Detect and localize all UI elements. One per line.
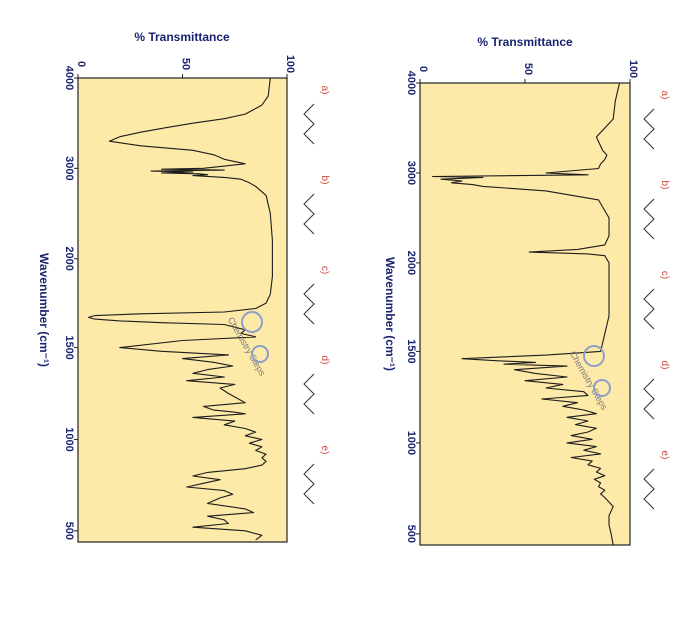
structure-sketch-icon — [303, 283, 315, 325]
watermark-logo-icon — [583, 345, 605, 367]
watermark-logo-icon — [241, 311, 263, 333]
x-tick-label: 4000 — [405, 71, 417, 95]
structure-sketch-icon — [643, 378, 655, 420]
structure-sketch-icon — [643, 468, 655, 510]
structure-sketch-icon — [643, 108, 655, 150]
answer-option-label[interactable]: c) — [659, 271, 670, 279]
structure-sketch-icon — [303, 103, 315, 145]
spectrum-line — [432, 82, 621, 546]
y-tick-label: 0 — [75, 61, 87, 67]
x-tick-label: 3000 — [405, 161, 417, 185]
plot-area — [77, 77, 288, 543]
y-axis-label: % Transmittance — [134, 30, 230, 44]
answer-option-label[interactable]: d) — [659, 361, 670, 370]
y-tick-label: 0 — [417, 66, 429, 72]
y-tick-label: 50 — [180, 58, 192, 70]
spectrum-line — [87, 77, 273, 541]
watermark-logo-icon — [251, 345, 269, 363]
x-tick-label: 1000 — [405, 431, 417, 455]
x-tick-label: 2000 — [405, 251, 417, 275]
x-tick-label: 4000 — [63, 66, 75, 90]
answer-option-label[interactable]: a) — [319, 86, 330, 95]
ir-chart-1: % Transmittance 0 50 100 4000 3000 2000 1500 100… — [383, 35, 670, 546]
x-axis-label: Wavenumber (cm⁻¹) — [383, 257, 397, 371]
y-tick-label: 50 — [522, 63, 534, 75]
x-tick-label: 1000 — [63, 427, 75, 451]
structure-sketch-icon — [303, 193, 315, 235]
x-tick-label: 500 — [405, 525, 417, 543]
answer-option-label[interactable]: d) — [319, 356, 330, 365]
y-tick-label: 100 — [284, 55, 296, 73]
answer-option-label[interactable]: a) — [659, 91, 670, 100]
x-axis-label: Wavenumber (cm⁻¹) — [37, 253, 51, 367]
x-tick-label: 1500 — [405, 339, 417, 363]
plot-area — [419, 82, 631, 546]
structure-sketch-icon — [643, 198, 655, 240]
answer-option-label[interactable]: b) — [659, 181, 670, 190]
ir-chart-2: % Transmittance 0 50 100 4000 3000 2000 1500 100… — [37, 30, 330, 543]
answer-option-label[interactable]: e) — [319, 446, 330, 455]
watermark-logo-icon — [593, 379, 611, 397]
answer-option-label[interactable]: e) — [659, 451, 670, 460]
x-tick-label: 500 — [63, 522, 75, 540]
structure-sketch-icon — [303, 373, 315, 415]
structure-sketch-icon — [643, 288, 655, 330]
answer-option-label[interactable]: c) — [319, 266, 330, 274]
answer-option-label[interactable]: b) — [319, 176, 330, 185]
x-tick-label: 2000 — [63, 246, 75, 270]
structure-sketch-icon — [303, 463, 315, 505]
y-axis-label: % Transmittance — [477, 35, 573, 49]
x-tick-label: 1500 — [63, 335, 75, 359]
y-tick-label: 100 — [627, 60, 639, 78]
x-tick-label: 3000 — [63, 156, 75, 180]
